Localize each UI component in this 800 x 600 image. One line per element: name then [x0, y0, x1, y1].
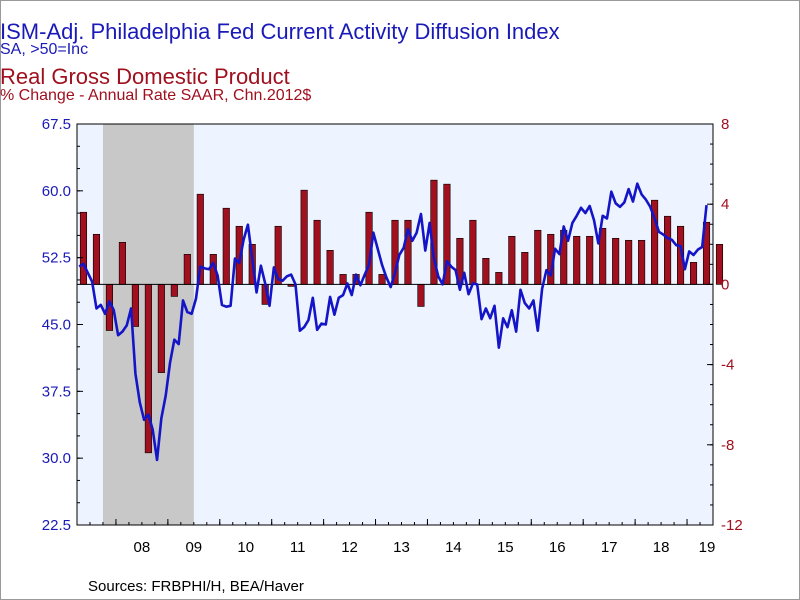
gdp-bar — [326, 250, 334, 285]
gdp-bar — [417, 284, 425, 307]
left-tick-label: 60.0 — [42, 183, 71, 200]
bar-series-title: Real Gross Domestic Product — [0, 64, 290, 89]
gdp-bar — [144, 284, 152, 454]
gdp-bar — [183, 254, 191, 285]
gdp-bar — [625, 239, 633, 285]
gdp-bar — [339, 274, 347, 285]
gdp-bar — [521, 252, 529, 285]
x-tick-label: 08 — [134, 539, 151, 556]
left-axis: 67.5 60.0 52.5 45.0 37.5 30.0 22.5 — [42, 116, 83, 534]
gdp-bar — [469, 219, 477, 285]
gdp-bar — [689, 262, 698, 285]
left-tick-label: 37.5 — [42, 383, 71, 400]
gdp-bar — [157, 284, 165, 373]
x-axis: 08 09 10 11 12 13 14 15 16 17 18 19 — [76, 519, 716, 556]
x-tick-label: 14 — [445, 539, 462, 556]
gdp-bar — [534, 229, 542, 285]
x-tick-label: 12 — [341, 539, 358, 556]
gdp-bar — [79, 211, 88, 285]
right-tick-label: -12 — [721, 517, 743, 534]
source-note: Sources: FRBPHI/H, BEA/Haver — [88, 578, 304, 595]
gdp-bar — [573, 235, 581, 285]
x-tick-label: 16 — [549, 539, 566, 556]
philly-fed-index-line — [78, 182, 708, 462]
gdp-bar — [378, 274, 386, 285]
x-tick-label: 17 — [601, 539, 618, 556]
gdp-bars — [79, 179, 724, 454]
gdp-bar — [586, 235, 594, 285]
gdp-bar — [715, 244, 724, 285]
right-axis: 8 4 0 -4 -8 -12 — [707, 116, 743, 534]
gdp-bar — [92, 233, 101, 285]
gdp-bar — [612, 237, 620, 285]
bar-series-subtitle: % Change - Annual Rate SAAR, Chn.2012$ — [0, 87, 312, 104]
left-tick-label: 30.0 — [42, 450, 71, 467]
gdp-bar — [313, 219, 321, 285]
x-tick-label: 09 — [185, 539, 202, 556]
gdp-bar — [508, 235, 516, 285]
right-tick-label: 8 — [721, 116, 729, 133]
gdp-bar — [482, 258, 490, 285]
left-tick-label: 52.5 — [42, 250, 71, 267]
right-tick-label: 4 — [721, 196, 729, 213]
gdp-bar — [664, 215, 672, 285]
x-tick-label: 10 — [237, 539, 254, 556]
gdp-bar — [118, 242, 126, 285]
left-tick-label: 45.0 — [42, 317, 71, 334]
left-tick-label: 67.5 — [42, 116, 71, 133]
x-tick-label: 13 — [393, 539, 410, 556]
x-tick-label: 18 — [653, 539, 670, 556]
x-tick-label: 19 — [699, 539, 716, 556]
gdp-bar — [300, 189, 308, 285]
x-tick-label: 11 — [290, 539, 306, 556]
right-tick-label: -4 — [721, 357, 734, 374]
line-series-subtitle: SA, >50=Inc — [0, 41, 89, 58]
line-series-title: ISM-Adj. Philadelphia Fed Current Activi… — [0, 19, 560, 44]
gdp-bar — [495, 272, 503, 285]
gdp-bar — [170, 284, 178, 297]
x-tick-label: 15 — [497, 539, 514, 556]
gdp-bar — [222, 207, 230, 285]
left-tick-label: 22.5 — [42, 517, 71, 534]
right-tick-label: -8 — [721, 437, 734, 454]
right-tick-label: 0 — [721, 276, 729, 293]
gdp-bar — [638, 239, 646, 285]
